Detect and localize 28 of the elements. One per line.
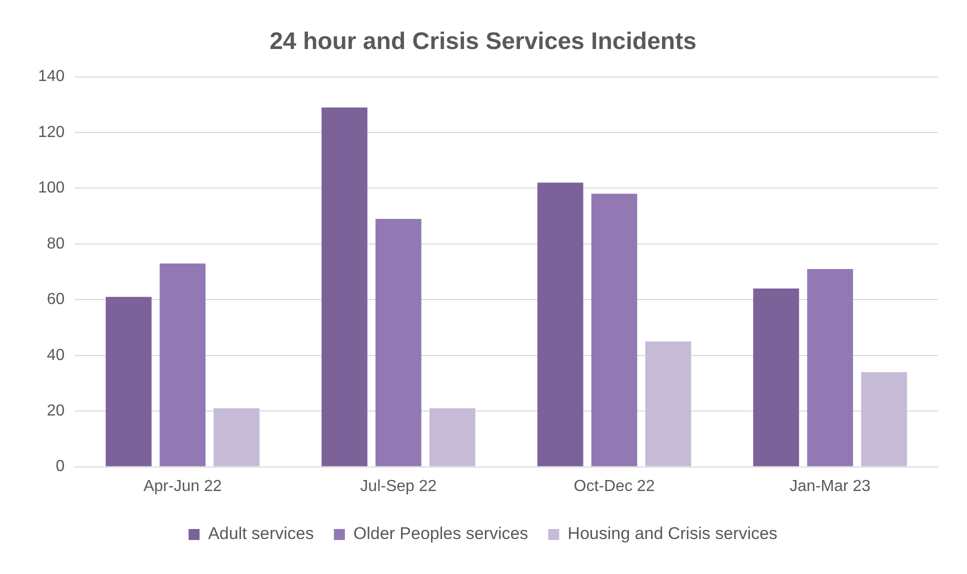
y-tick-label: 0	[56, 458, 65, 476]
y-tick-label: 140	[38, 68, 65, 86]
bar	[861, 372, 907, 466]
bar	[429, 408, 476, 466]
y-tick-label: 120	[38, 124, 65, 141]
x-tick-label: Oct-Dec 22	[574, 478, 655, 495]
bar	[214, 408, 260, 466]
bar	[591, 194, 638, 466]
bar	[160, 263, 206, 466]
y-tick-label: 100	[38, 180, 65, 197]
bar	[645, 341, 692, 466]
y-tick-label: 60	[46, 291, 65, 308]
chart-title: 24 hour and Crisis Services Incidents	[270, 28, 696, 56]
legend-label: Adult services	[208, 524, 314, 544]
y-tick-label: 40	[46, 346, 65, 364]
x-tick-label: Jul-Sep 22	[360, 478, 437, 495]
bar	[322, 107, 368, 466]
bar	[376, 218, 422, 466]
bar	[106, 296, 152, 466]
bar	[537, 182, 584, 466]
y-tick-label: 20	[46, 402, 65, 420]
legend-label: Housing and Crisis services	[568, 524, 778, 544]
bar	[753, 288, 800, 466]
bar	[807, 269, 854, 466]
legend-label: Older Peoples services	[353, 524, 528, 544]
x-tick-label: Apr-Jun 22	[143, 478, 222, 495]
y-tick-label: 80	[46, 235, 65, 252]
x-tick-label: Jan-Mar 23	[790, 478, 871, 495]
